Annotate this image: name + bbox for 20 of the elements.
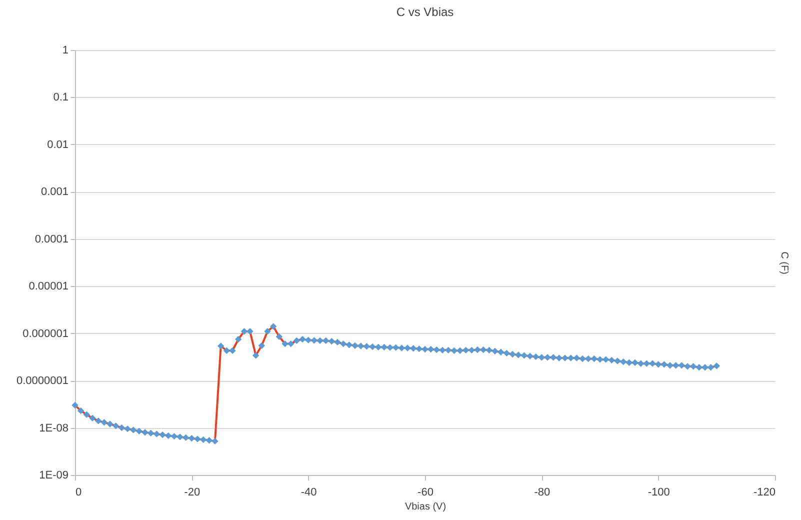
y-axis-title: C (F) bbox=[778, 252, 790, 274]
y-tick-label: 0.00001 bbox=[28, 280, 68, 293]
x-tick-label: -120 bbox=[753, 486, 776, 498]
x-tick-label: -100 bbox=[648, 486, 670, 498]
x-axis-title: Vbias (V) bbox=[404, 502, 446, 512]
x-tick-label: -60 bbox=[418, 486, 434, 498]
y-tick-label: 0.000001 bbox=[22, 328, 68, 340]
y-tick-label: 0.0000001 bbox=[16, 375, 68, 388]
y-tick-label: 1 bbox=[62, 44, 68, 56]
y-tick-label: 0.01 bbox=[47, 138, 68, 151]
y-tick-label: 1E-09 bbox=[39, 470, 68, 482]
x-tick-label: -20 bbox=[184, 486, 200, 498]
x-tick-label: -40 bbox=[300, 486, 317, 498]
y-tick-label: 0.0001 bbox=[34, 233, 68, 246]
y-tick-label: 0.1 bbox=[53, 92, 68, 104]
chart-title: C vs Vbias bbox=[396, 5, 454, 19]
x-tick-label: -80 bbox=[534, 486, 550, 498]
y-tick-label: 1E-08 bbox=[39, 422, 68, 434]
y-tick-label: 0.001 bbox=[40, 186, 68, 198]
x-tick-label: 0 bbox=[76, 486, 82, 498]
